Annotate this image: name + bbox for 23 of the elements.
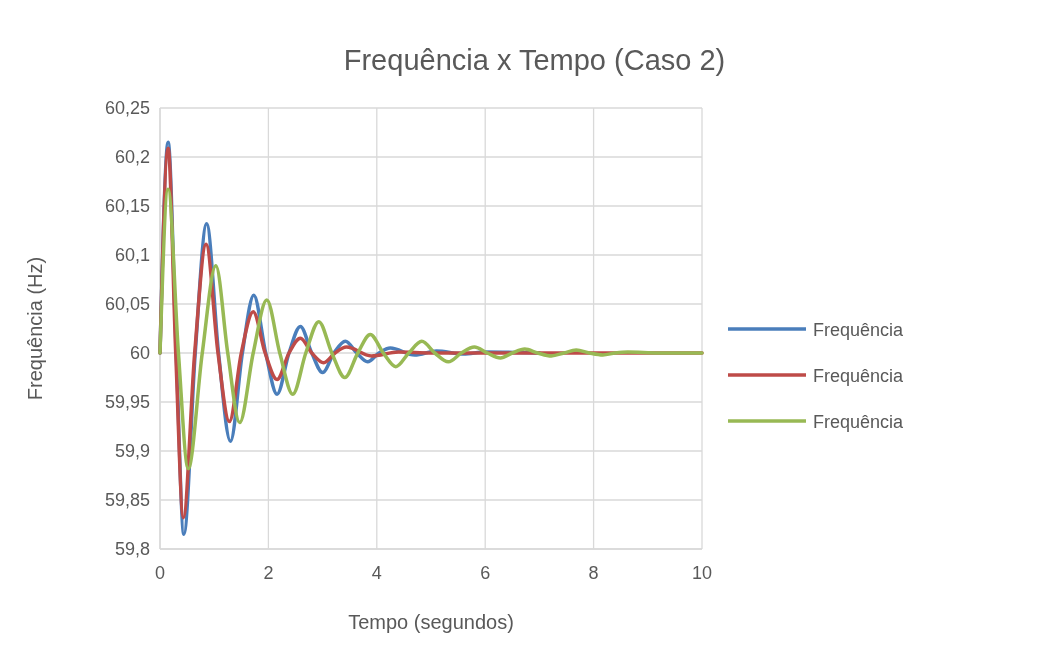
x-tick-label: 2 bbox=[263, 563, 274, 583]
x-tick-label: 4 bbox=[371, 563, 382, 583]
x-tick-label: 10 bbox=[691, 563, 713, 583]
y-tick-label: 60,25 bbox=[104, 98, 150, 118]
y-tick-label: 59,9 bbox=[114, 441, 150, 461]
y-tick-label: 59,8 bbox=[114, 539, 150, 559]
x-axis-title: Tempo (segundos) bbox=[348, 611, 514, 633]
y-tick-label: 60,05 bbox=[104, 294, 150, 314]
line-series bbox=[158, 187, 704, 471]
x-tick-label: 8 bbox=[588, 563, 599, 583]
x-tick-label: 6 bbox=[480, 563, 491, 583]
chart-title: Frequência x Tempo (Caso 2) bbox=[343, 44, 726, 76]
legend-label: Frequência bbox=[813, 366, 905, 386]
y-tick-label: 60,15 bbox=[104, 196, 150, 216]
y-tick-label: 59,85 bbox=[104, 490, 150, 510]
x-tick-label: 0 bbox=[154, 563, 166, 583]
legend-label: Frequência bbox=[813, 412, 905, 432]
y-tick-label: 60 bbox=[129, 343, 150, 363]
y-tick-label: 60,1 bbox=[114, 245, 150, 265]
y-tick-label: 60,2 bbox=[114, 147, 150, 167]
y-tick-label: 59,95 bbox=[104, 392, 150, 412]
legend-label: Frequência bbox=[813, 320, 905, 340]
y-axis-title: Frequência (Hz) bbox=[24, 256, 46, 401]
